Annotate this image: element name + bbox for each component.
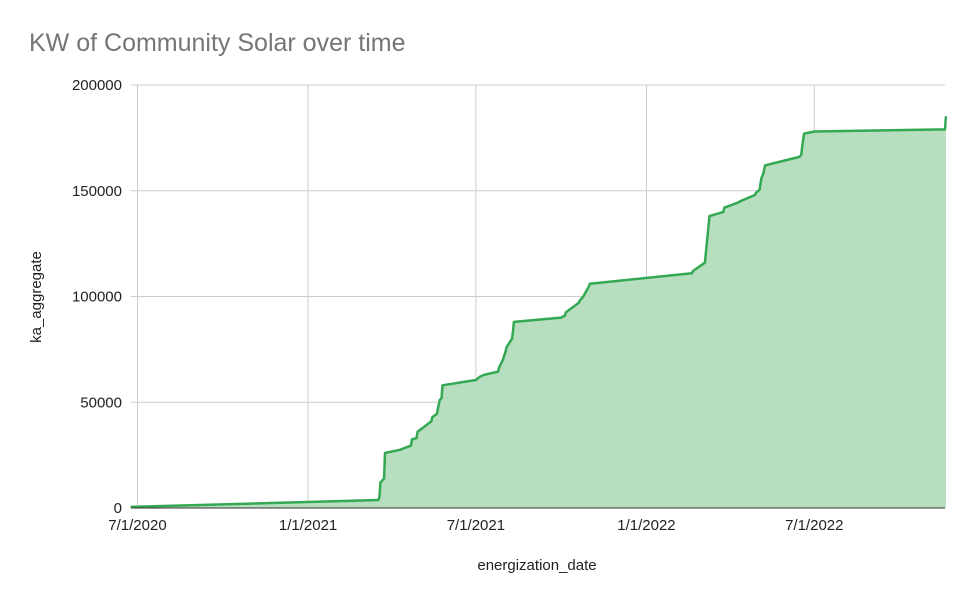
data-point (723, 206, 726, 209)
data-point (384, 452, 386, 454)
x-tick-label: 7/1/2022 (785, 517, 843, 534)
x-tick-label: 7/1/2021 (447, 517, 505, 534)
y-axis-title: ka_aggregate (28, 251, 45, 343)
data-point (475, 379, 477, 381)
data-point (483, 374, 486, 376)
data-point (578, 299, 581, 302)
data-point (513, 321, 515, 323)
y-tick-label: 0 (114, 500, 122, 517)
data-point (415, 437, 418, 440)
data-point (803, 132, 805, 135)
data-point (944, 128, 946, 131)
data-point (760, 177, 763, 179)
data-point (511, 338, 513, 340)
y-tick-label: 150000 (72, 183, 122, 200)
data-point (505, 346, 508, 349)
data-point (813, 130, 816, 133)
x-axis-title: energization_date (477, 557, 596, 574)
data-point (589, 283, 591, 285)
area-fill (131, 116, 946, 508)
data-point (441, 384, 444, 387)
chart-title: KW of Community Solar over time (29, 29, 406, 57)
data-point (478, 376, 481, 378)
data-point (378, 495, 381, 498)
data-point (437, 407, 439, 410)
data-point (764, 164, 766, 167)
data-point (377, 499, 380, 501)
data-point (430, 420, 433, 423)
data-point (722, 211, 725, 213)
data-point (691, 272, 693, 275)
data-point (564, 314, 566, 317)
data-point (801, 145, 803, 148)
x-tick-label: 1/1/2021 (279, 517, 337, 534)
data-point (583, 293, 586, 296)
data-point (587, 287, 589, 289)
series-line (130, 116, 948, 509)
y-tick-label: 50000 (80, 394, 122, 411)
data-point (762, 173, 765, 175)
data-point (692, 270, 694, 272)
x-tick-label: 7/1/2020 (108, 517, 166, 534)
data-point (758, 188, 761, 191)
data-point (501, 361, 503, 363)
data-point (739, 200, 741, 203)
data-point (754, 194, 756, 196)
data-point (582, 295, 585, 298)
data-point (383, 477, 385, 480)
data-point (565, 311, 567, 314)
data-point (440, 397, 443, 399)
data-point (438, 399, 441, 401)
x-tick-label: 1/1/2022 (617, 517, 675, 534)
data-point (755, 192, 757, 194)
data-point (379, 481, 382, 484)
data-point (512, 330, 514, 333)
y-tick-label: 100000 (72, 289, 122, 306)
data-point (504, 350, 507, 353)
data-point (708, 215, 711, 217)
data-point (497, 370, 499, 373)
data-point (411, 438, 413, 441)
data-point (704, 261, 706, 264)
data-point (130, 506, 132, 508)
data-point (737, 201, 740, 204)
data-point (578, 302, 580, 304)
data-point (502, 359, 504, 361)
data-point (416, 431, 419, 433)
data-point (431, 416, 434, 418)
data-point (399, 449, 401, 451)
y-tick-label: 200000 (72, 77, 122, 94)
data-point (800, 154, 803, 156)
data-point (560, 316, 562, 319)
data-point (798, 156, 801, 158)
data-point (410, 444, 412, 447)
data-point (498, 366, 500, 369)
data-point (436, 413, 438, 415)
data-point (945, 115, 947, 118)
